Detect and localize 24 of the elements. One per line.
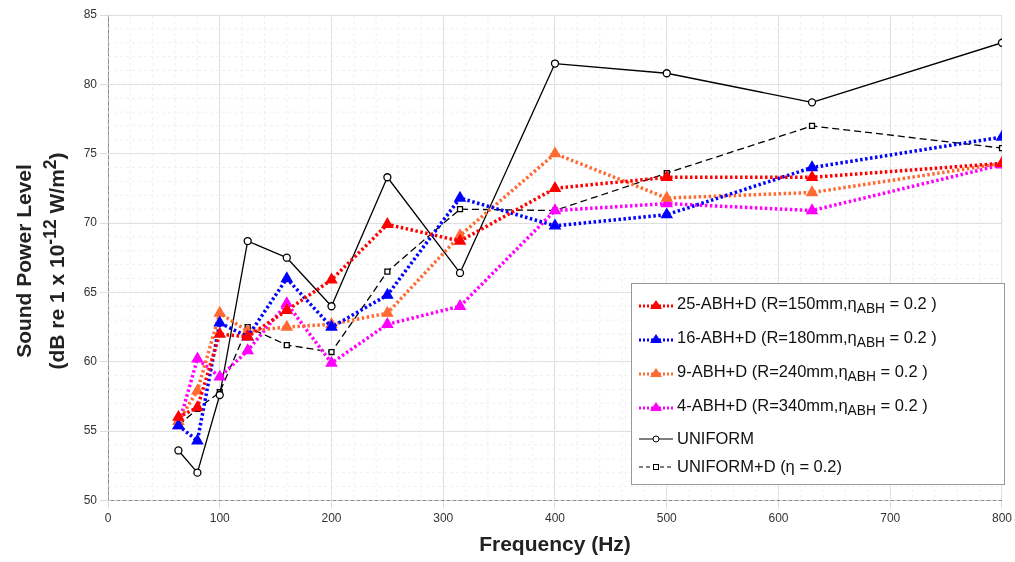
x-tick-label: 0	[104, 510, 112, 525]
x-tick-label: 100	[209, 510, 231, 525]
y-tick-label: 80	[83, 76, 98, 91]
y-tick-label: 75	[83, 146, 98, 160]
x-tick-label: 500	[656, 510, 678, 525]
legend-label: UNIFORM+D (η = 0.2)	[677, 456, 843, 476]
x-tick-label: 300	[433, 510, 454, 525]
legend-label: 25-ABH+D (R=150mm,η$_{ABH}$ = 0.2 )	[677, 293, 937, 317]
legend-label: UNIFORM	[677, 428, 754, 448]
legend-label: 9-ABH+D (R=240mm,η$_{ABH}$ = 0.2 )	[677, 361, 928, 385]
x-tick-label: 200	[321, 510, 342, 525]
x-tick-label: 600	[768, 510, 789, 525]
x-tick-label: 800	[991, 510, 1013, 525]
y-tick-label: 70	[83, 215, 98, 230]
legend-label: 16-ABH+D (R=180mm,η$_{ABH}$ = 0.2 )	[677, 327, 937, 351]
x-tick-label: 400	[544, 510, 566, 525]
x-axis-title: Frequency (Hz)	[479, 532, 631, 556]
y-tick-label: 50	[83, 492, 98, 507]
y-tick-label: 65	[83, 284, 98, 299]
x-tick-label: 700	[880, 510, 901, 525]
y-tick-label: 55	[83, 423, 98, 438]
y-tick-label: 85	[83, 7, 98, 22]
y-tick-label: 60	[83, 354, 98, 369]
legend-label: 4-ABH+D (R=340mm,η$_{ABH}$ = 0.2 )	[677, 395, 928, 419]
